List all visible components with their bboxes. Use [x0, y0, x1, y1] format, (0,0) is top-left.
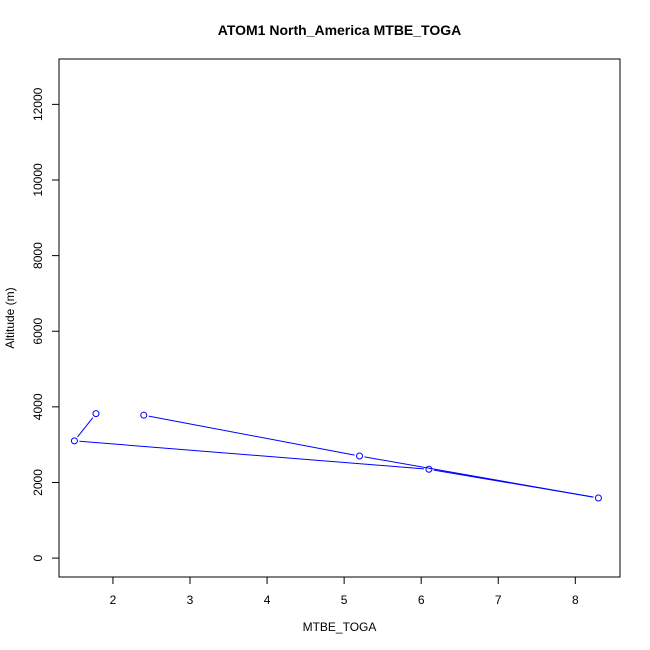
- series-segment: [364, 456, 594, 498]
- y-tick-label: 4000: [31, 393, 45, 420]
- y-tick-label: 6000: [31, 318, 45, 345]
- series-segment: [77, 417, 94, 438]
- series-segment: [79, 440, 424, 470]
- data-point: [70, 437, 78, 445]
- x-tick-label: 5: [341, 593, 348, 607]
- y-axis-label: Altitude (m): [3, 287, 17, 348]
- data-point: [356, 452, 364, 460]
- x-axis: 2 3 4 5 6 7 8: [110, 576, 579, 607]
- series-segment: [148, 415, 355, 456]
- plot-frame: [58, 58, 621, 578]
- x-tick-label: 2: [110, 593, 117, 607]
- x-tick-label: 6: [418, 593, 425, 607]
- data-point: [140, 411, 148, 419]
- x-axis-label: MTBE_TOGA: [303, 620, 377, 634]
- x-tick-label: 3: [187, 593, 194, 607]
- data-series: [70, 410, 602, 502]
- x-tick-label: 8: [572, 593, 579, 607]
- chart-title: ATOM1 North_America MTBE_TOGA: [218, 22, 462, 38]
- y-tick-label: 12000: [31, 87, 45, 121]
- x-tick-label: 4: [264, 593, 271, 607]
- y-tick-label: 2000: [31, 469, 45, 496]
- data-point: [594, 494, 602, 502]
- y-axis: 0 2000 4000 6000 8000 10000 12000: [31, 87, 60, 561]
- x-tick-label: 7: [495, 593, 502, 607]
- data-point: [425, 465, 433, 473]
- data-point: [92, 410, 100, 418]
- y-tick-label: 8000: [31, 242, 45, 269]
- y-tick-label: 10000: [31, 163, 45, 197]
- y-tick-label: 0: [31, 554, 45, 561]
